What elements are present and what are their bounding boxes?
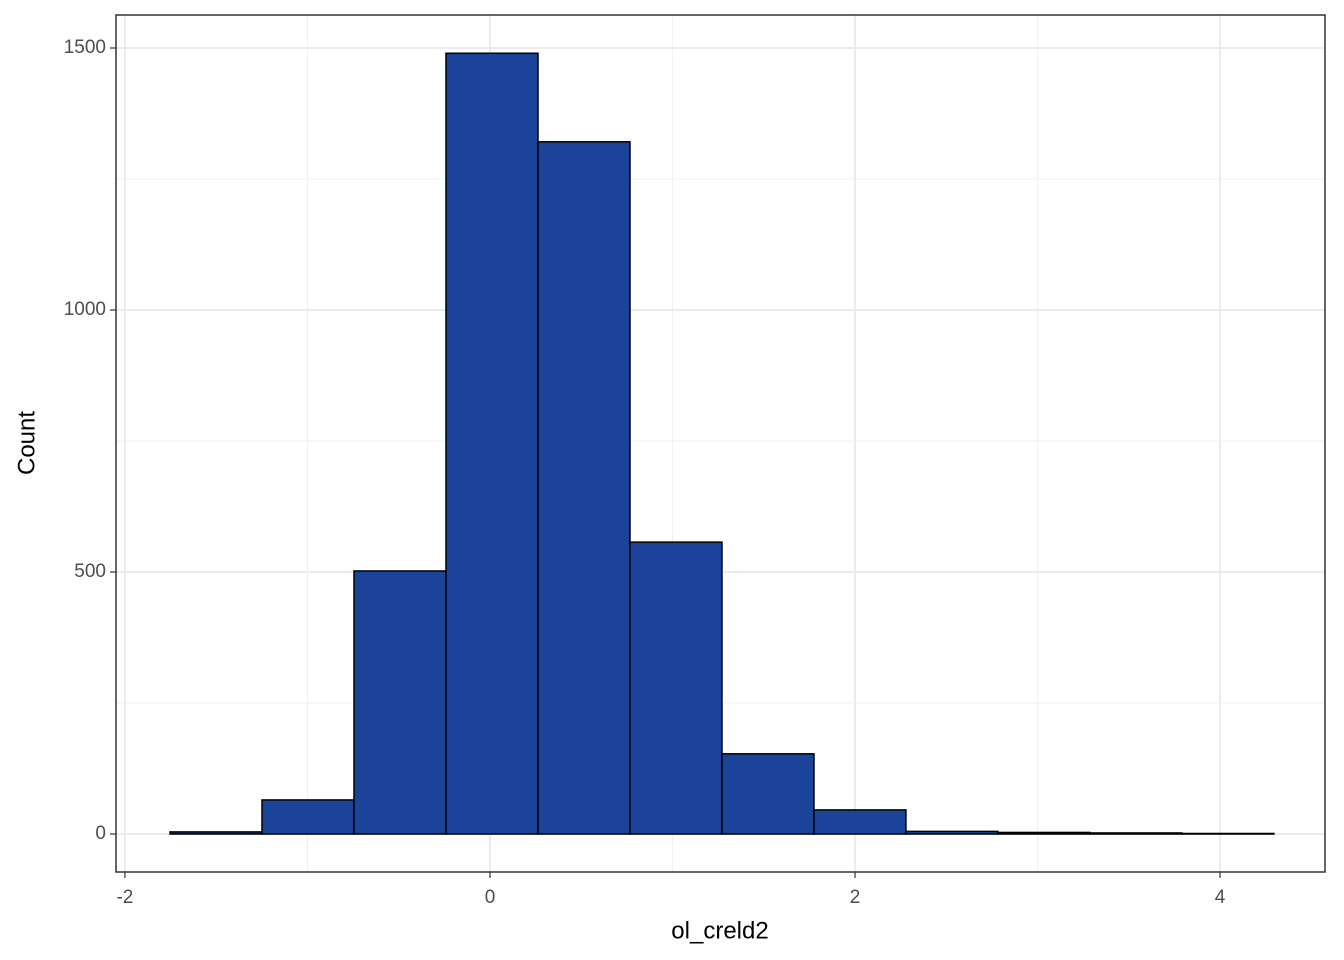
x-tick-label: 0 <box>485 887 496 908</box>
x-axis-title: ol_creld2 <box>671 917 768 944</box>
bar <box>721 753 815 835</box>
bar <box>169 831 263 835</box>
bar <box>445 52 539 835</box>
bar <box>353 570 447 835</box>
y-tick-label: 0 <box>95 823 106 844</box>
bar <box>813 809 907 835</box>
x-tick-label: 2 <box>850 887 861 908</box>
y-tick-label: 1500 <box>64 37 106 58</box>
bar <box>997 831 1091 835</box>
bar <box>629 541 723 835</box>
bar <box>1089 832 1183 835</box>
bar <box>1181 832 1275 835</box>
bar <box>537 141 631 835</box>
y-axis-title: Count <box>13 411 40 475</box>
bar <box>905 830 999 835</box>
x-tick-label: 4 <box>1215 887 1226 908</box>
y-tick-label: 500 <box>74 561 106 582</box>
x-tick-label: -2 <box>116 887 133 908</box>
panel-border <box>115 14 1326 873</box>
bar <box>261 799 355 835</box>
y-tick-label: 1000 <box>64 299 106 320</box>
